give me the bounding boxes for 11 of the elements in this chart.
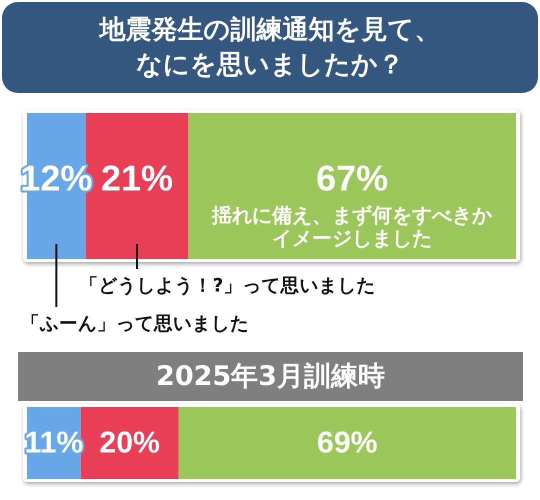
data-label: 21% <box>101 158 174 198</box>
title: 2025年3月訓練時 <box>156 361 385 392</box>
title: 地震発生の訓練通知を見て、 <box>100 15 440 45</box>
data-label: 69% <box>317 426 378 460</box>
title: なにを思いましたか？ <box>136 50 404 80</box>
data-label: 67% <box>316 158 388 198</box>
series-name: イメージしました <box>272 226 432 250</box>
series-name: 揺れに備え、まず何をすべきか <box>212 203 492 227</box>
series-name: 「ふーん」って思いました <box>21 314 249 334</box>
data-label: 20% <box>99 426 160 460</box>
series-name: 「どうしよう！?」って思いました <box>80 276 376 296</box>
